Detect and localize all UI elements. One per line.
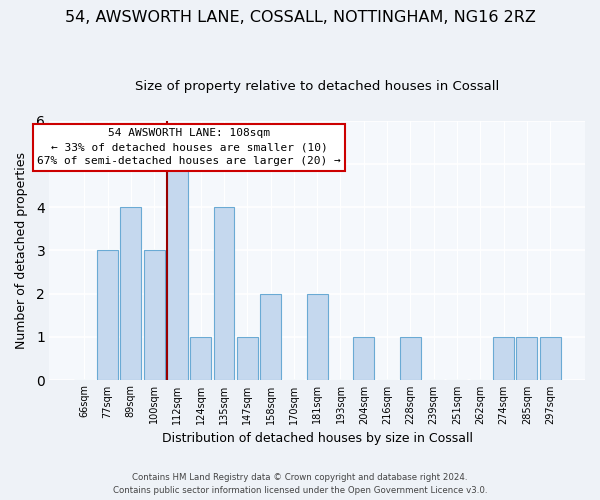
- Title: Size of property relative to detached houses in Cossall: Size of property relative to detached ho…: [135, 80, 499, 93]
- Bar: [400, 337, 421, 380]
- Bar: [260, 294, 281, 380]
- Text: Contains HM Land Registry data © Crown copyright and database right 2024.
Contai: Contains HM Land Registry data © Crown c…: [113, 474, 487, 495]
- Text: 54, AWSWORTH LANE, COSSALL, NOTTINGHAM, NG16 2RZ: 54, AWSWORTH LANE, COSSALL, NOTTINGHAM, …: [65, 10, 535, 25]
- Text: 54 AWSWORTH LANE: 108sqm
← 33% of detached houses are smaller (10)
67% of semi-d: 54 AWSWORTH LANE: 108sqm ← 33% of detach…: [37, 128, 341, 166]
- Bar: [517, 337, 538, 380]
- Bar: [307, 294, 328, 380]
- Bar: [539, 337, 560, 380]
- Bar: [214, 207, 235, 380]
- Bar: [190, 337, 211, 380]
- Bar: [167, 164, 188, 380]
- Bar: [493, 337, 514, 380]
- Bar: [353, 337, 374, 380]
- Bar: [121, 207, 141, 380]
- Bar: [237, 337, 258, 380]
- X-axis label: Distribution of detached houses by size in Cossall: Distribution of detached houses by size …: [161, 432, 473, 445]
- Bar: [143, 250, 164, 380]
- Y-axis label: Number of detached properties: Number of detached properties: [15, 152, 28, 349]
- Bar: [97, 250, 118, 380]
